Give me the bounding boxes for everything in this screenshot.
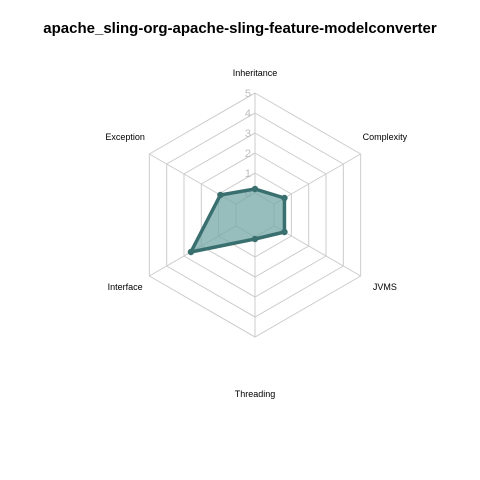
tick-label: 1 [245,168,251,180]
axis-spoke [273,153,361,205]
chart-title: apache_sling-org-apache-sling-feature-mo… [43,20,437,37]
axis-label: Inheritance [233,68,278,78]
data-point [281,194,288,202]
tick-label: 2 [245,148,251,160]
axis-label: Complexity [363,132,408,142]
data-point [251,235,259,243]
tick-layer: 012345 [245,88,251,200]
axis-spoke [273,225,361,277]
data-point [251,185,259,193]
data-point [217,191,224,199]
axis-label: JVMS [373,282,397,292]
axis-label: Threading [235,389,276,399]
tick-label: 5 [245,88,251,100]
series-layer [187,185,288,256]
axis-label: Exception [105,132,145,142]
data-point [281,228,288,236]
tick-label: 3 [245,128,251,140]
axis-label-layer: Inheritance Complexity JVMS Threading Interf… [105,68,407,399]
series-area [189,187,287,254]
tick-label: 4 [245,108,251,120]
data-point [187,248,195,256]
axis-label: Interface [108,282,143,292]
